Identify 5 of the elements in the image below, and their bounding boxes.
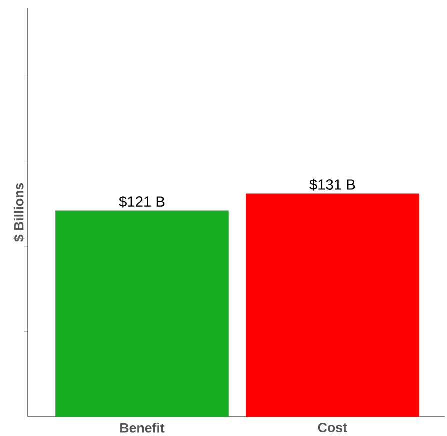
x-tick-label: Cost: [318, 423, 348, 432]
data-label: $131 B: [310, 178, 356, 191]
data-label: $121 B: [119, 196, 165, 208]
x-tick-label: Benefit: [120, 423, 165, 433]
y-axis-title: $ Billions: [14, 183, 25, 242]
